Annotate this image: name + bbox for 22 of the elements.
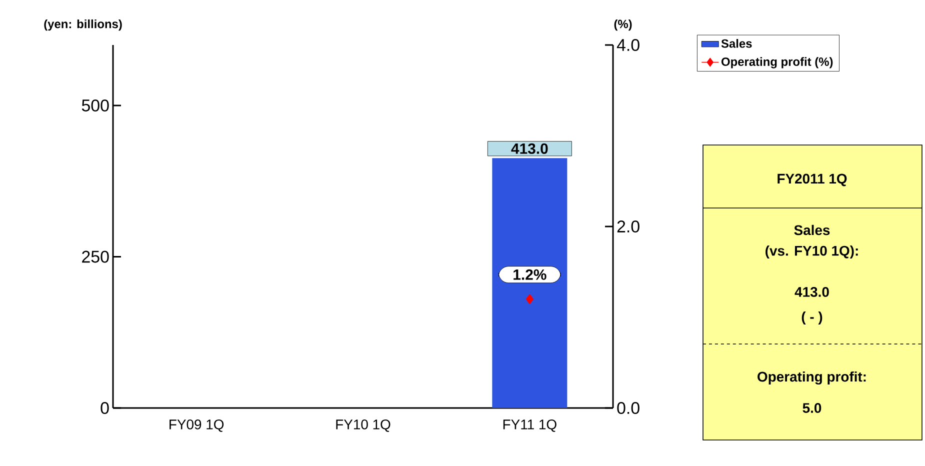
y-axis-title: (yen: billions) xyxy=(44,19,122,31)
x-tick-label: FY09 1Q xyxy=(170,419,224,432)
text: (vs. FY10 1Q): xyxy=(766,245,858,258)
y-tick-label: 0 xyxy=(100,402,109,414)
y2-tick-label: 0.0 xyxy=(617,402,640,414)
legend-label: Sales xyxy=(721,39,752,48)
y-tick-label: 250 xyxy=(82,250,109,263)
data-label: 413.0 xyxy=(511,143,548,154)
y-tick-label: 500 xyxy=(82,99,109,112)
x-tick-label: FY10 1Q xyxy=(336,419,390,432)
text: 413.0 xyxy=(794,287,829,297)
y2-tick-label: 2.0 xyxy=(617,220,640,232)
text: FY2011 1Q xyxy=(778,174,847,186)
text: ( - ) xyxy=(802,311,822,324)
y2-axis-title: (%) xyxy=(614,19,632,31)
y2-tick-label: 4.0 xyxy=(616,38,640,51)
legend-label: Operating profit (%) xyxy=(721,57,833,68)
data-label: 1.2% xyxy=(514,269,546,280)
x-tick-label: FY11 1Q xyxy=(503,419,556,432)
text: Sales xyxy=(794,224,830,236)
text: Operating profit: xyxy=(758,371,866,385)
text: 5.0 xyxy=(802,403,822,413)
